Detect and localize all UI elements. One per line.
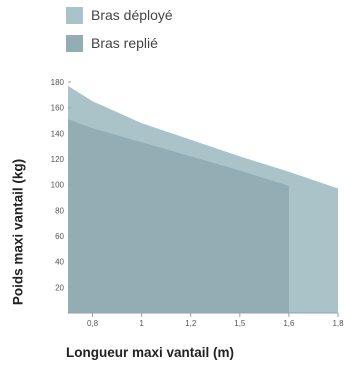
x-tick-label: 1,6 xyxy=(283,319,295,328)
legend-label-bras-replie: Bras replié xyxy=(91,35,158,51)
x-axis-title: Longueur maxi vantail (m) xyxy=(66,345,235,360)
y-tick-label: 180 xyxy=(51,78,65,87)
y-tick-label: 140 xyxy=(51,129,65,138)
y-tick-label: 20 xyxy=(55,283,64,292)
x-tick-label: 1,8 xyxy=(332,319,344,328)
x-tick-label: 1,5 xyxy=(234,319,246,328)
y-tick-label: 40 xyxy=(55,258,64,267)
y-tick-label: 80 xyxy=(55,206,64,215)
legend-label-bras-deploye: Bras déployé xyxy=(91,7,173,23)
legend-item-bras-deploye: Bras déployé xyxy=(66,6,173,24)
legend-swatch-bras-replie xyxy=(66,34,83,52)
y-tick-label: 160 xyxy=(51,104,65,113)
legend-item-bras-replie: Bras replié xyxy=(66,34,158,52)
y-axis-title: Poids maxi vantail (kg) xyxy=(10,158,26,306)
y-tick-label: 100 xyxy=(51,181,65,190)
legend-swatch-bras-deploye xyxy=(66,6,83,24)
x-tick-label: 1 xyxy=(139,319,144,328)
y-tick-label: 60 xyxy=(55,232,64,241)
series-area-1 xyxy=(68,119,289,313)
y-tick-label: 120 xyxy=(51,155,65,164)
x-tick-label: 0,8 xyxy=(87,319,99,328)
x-tick-label: 1,2 xyxy=(185,319,197,328)
